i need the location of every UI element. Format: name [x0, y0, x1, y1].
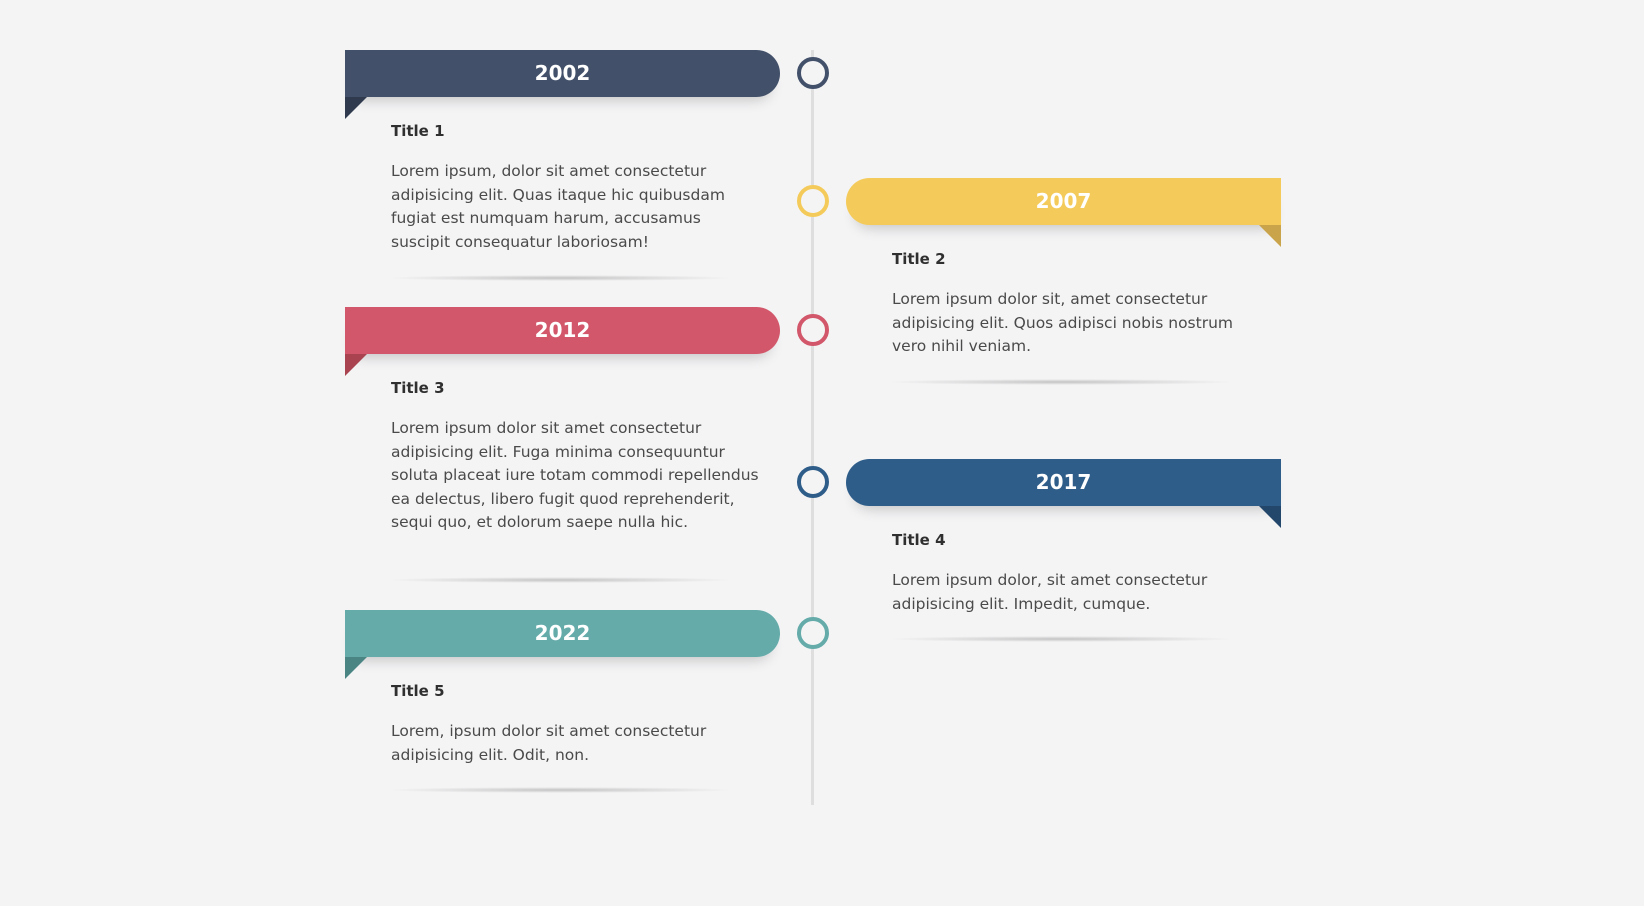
- event-title: Title 3: [391, 379, 445, 397]
- timeline-marker-2017: [797, 466, 829, 498]
- year-label: 2017: [1035, 470, 1092, 494]
- year-banner-2002: 2002: [345, 50, 780, 97]
- year-banner-2012: 2012: [345, 307, 780, 354]
- year-banner-2022: 2022: [345, 610, 780, 657]
- timeline-marker-2012: [797, 314, 829, 346]
- event-title: Title 2: [892, 250, 946, 268]
- event-title: Title 4: [892, 531, 946, 549]
- event-title: Title 5: [391, 682, 445, 700]
- year-label: 2012: [534, 318, 591, 342]
- year-banner-2017: 2017: [846, 459, 1281, 506]
- event-description: Lorem ipsum dolor, sit amet consectetur …: [892, 571, 1208, 613]
- event-description: Lorem ipsum dolor sit, amet consectetur …: [892, 290, 1234, 355]
- ribbon-fold: [1259, 225, 1281, 247]
- card-divider: [886, 636, 1236, 642]
- ribbon-fold: [345, 657, 367, 679]
- card-divider: [385, 275, 735, 281]
- year-label: 2022: [534, 621, 591, 645]
- year-label: 2002: [534, 61, 591, 85]
- year-label: 2007: [1035, 189, 1092, 213]
- event-card-1: Title 1 Lorem ipsum, dolor sit amet cons…: [391, 121, 761, 254]
- event-description: Lorem ipsum dolor sit amet consectetur a…: [391, 419, 759, 531]
- event-description: Lorem ipsum, dolor sit amet consectetur …: [391, 162, 725, 251]
- card-divider: [385, 577, 735, 583]
- timeline-marker-2002: [797, 57, 829, 89]
- ribbon-fold: [1259, 506, 1281, 528]
- year-banner-2007: 2007: [846, 178, 1281, 225]
- event-card-2: Title 2 Lorem ipsum dolor sit, amet cons…: [892, 249, 1262, 359]
- event-card-4: Title 4 Lorem ipsum dolor, sit amet cons…: [892, 530, 1262, 616]
- card-divider: [886, 379, 1236, 385]
- timeline-marker-2007: [797, 185, 829, 217]
- event-description: Lorem, ipsum dolor sit amet consectetur …: [391, 722, 707, 764]
- event-card-5: Title 5 Lorem, ipsum dolor sit amet cons…: [391, 681, 761, 767]
- card-divider: [385, 787, 735, 793]
- ribbon-fold: [345, 97, 367, 119]
- ribbon-fold: [345, 354, 367, 376]
- event-title: Title 1: [391, 122, 445, 140]
- timeline-axis: [811, 50, 814, 805]
- event-card-3: Title 3 Lorem ipsum dolor sit amet conse…: [391, 378, 761, 535]
- timeline-marker-2022: [797, 617, 829, 649]
